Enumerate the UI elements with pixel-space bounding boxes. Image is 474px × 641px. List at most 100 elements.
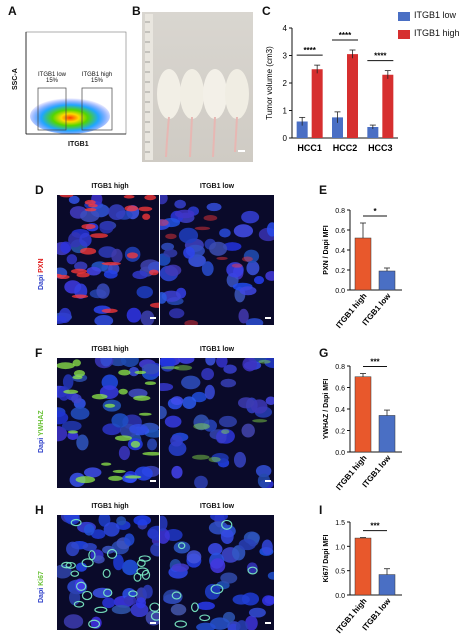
marker-signal (193, 423, 210, 430)
marker-signal (216, 256, 228, 261)
nucleus (238, 308, 249, 324)
y-tick-label: 1.5 (335, 520, 345, 527)
nucleus (262, 595, 274, 606)
marker-signal (150, 611, 159, 621)
marker-signal (133, 395, 151, 401)
marker-signal (144, 195, 157, 201)
marker-signal (106, 548, 118, 559)
nucleus (160, 383, 174, 392)
nucleus (216, 358, 228, 368)
marker-signal (73, 369, 86, 377)
significance-label: **** (303, 46, 316, 55)
stain-label: Dapi Ki67 (38, 571, 45, 603)
x-tick-label: HCC3 (368, 143, 393, 153)
scale-bar (265, 480, 271, 482)
nucleus (178, 358, 195, 364)
marker-signal (57, 362, 75, 370)
marker-signal (65, 561, 76, 569)
nucleus (170, 396, 184, 406)
marker-signal (174, 365, 193, 371)
bar-high (354, 537, 372, 596)
y-tick-label: 3 (283, 52, 288, 61)
marker-signal (138, 206, 153, 212)
nucleus (62, 374, 74, 390)
nucleus (82, 543, 97, 552)
nucleus (123, 595, 137, 606)
nucleus (133, 515, 152, 526)
y-tick-label: 1.0 (335, 544, 345, 551)
nucleus (169, 308, 185, 319)
panel-label-f: F (35, 346, 43, 360)
nucleus (160, 195, 168, 205)
gate-high-label: ITGB1 high 15% (81, 72, 113, 84)
marker-signal (100, 462, 112, 466)
marker-signal (203, 215, 218, 221)
nucleus (63, 614, 84, 629)
marker-signal (137, 559, 146, 568)
marker-signal (91, 393, 108, 400)
marker-signal (75, 581, 87, 591)
marker-signal (81, 590, 93, 601)
nucleus (103, 269, 118, 279)
nucleus (111, 604, 131, 615)
marker-signal (118, 388, 128, 395)
marker-signal (138, 412, 152, 416)
legend-label-high: ITGB1 high (414, 28, 460, 38)
nucleus (160, 358, 176, 367)
nucleus (122, 559, 139, 576)
nucleus (92, 555, 105, 564)
nucleus (57, 426, 68, 442)
nucleus (170, 603, 187, 616)
nucleus (174, 209, 195, 219)
ruler (145, 14, 153, 160)
marker-signal (247, 566, 258, 575)
scale-bar (265, 622, 271, 624)
marker-signal (149, 302, 159, 308)
y-tick-label: 0.2 (335, 429, 345, 436)
nucleus (219, 228, 231, 238)
marker-signal (184, 320, 199, 325)
nucleus (238, 538, 256, 551)
y-axis-label: YWHAZ / Dapi MFI (323, 379, 330, 440)
nucleus (178, 227, 199, 244)
marker-signal (75, 476, 96, 484)
scale-bar (150, 622, 156, 624)
nucleus (267, 571, 274, 580)
y-tick-label: 4 (283, 24, 288, 33)
marker-signal (252, 419, 268, 423)
nucleus (147, 525, 159, 541)
nucleus (254, 276, 265, 285)
nucleus (173, 541, 191, 554)
nucleus (188, 254, 206, 267)
marker-signal (136, 567, 149, 576)
panel-label-a: A (8, 4, 17, 18)
marker-signal (178, 542, 186, 550)
mouse-1 (157, 69, 181, 158)
marker-signal (70, 518, 82, 527)
nucleus (261, 539, 273, 555)
scale-bar (150, 480, 156, 482)
y-tick-label: 2 (283, 79, 288, 88)
nucleus (68, 232, 83, 248)
nucleus (209, 241, 228, 256)
marker-signal (84, 207, 97, 212)
marker-signal (63, 389, 79, 394)
marker-signal (128, 590, 138, 598)
marker-signal (71, 294, 89, 299)
nucleus (99, 221, 114, 234)
nucleus (108, 204, 126, 220)
nucleus (160, 528, 170, 544)
nucleus (67, 431, 79, 441)
marker-signal (101, 261, 121, 266)
marker-signal (59, 195, 74, 198)
nucleus (113, 554, 124, 571)
nucleus (186, 550, 202, 564)
y-tick-label: 0.0 (335, 450, 345, 457)
nucleus (76, 434, 89, 451)
marker-signal (70, 570, 80, 577)
nucleus (201, 261, 214, 277)
nucleus (170, 434, 183, 447)
bar-hcc1-low (296, 121, 308, 138)
y-axis-label: PXN / Dapi MFI (323, 225, 330, 274)
nucleus (191, 391, 207, 403)
